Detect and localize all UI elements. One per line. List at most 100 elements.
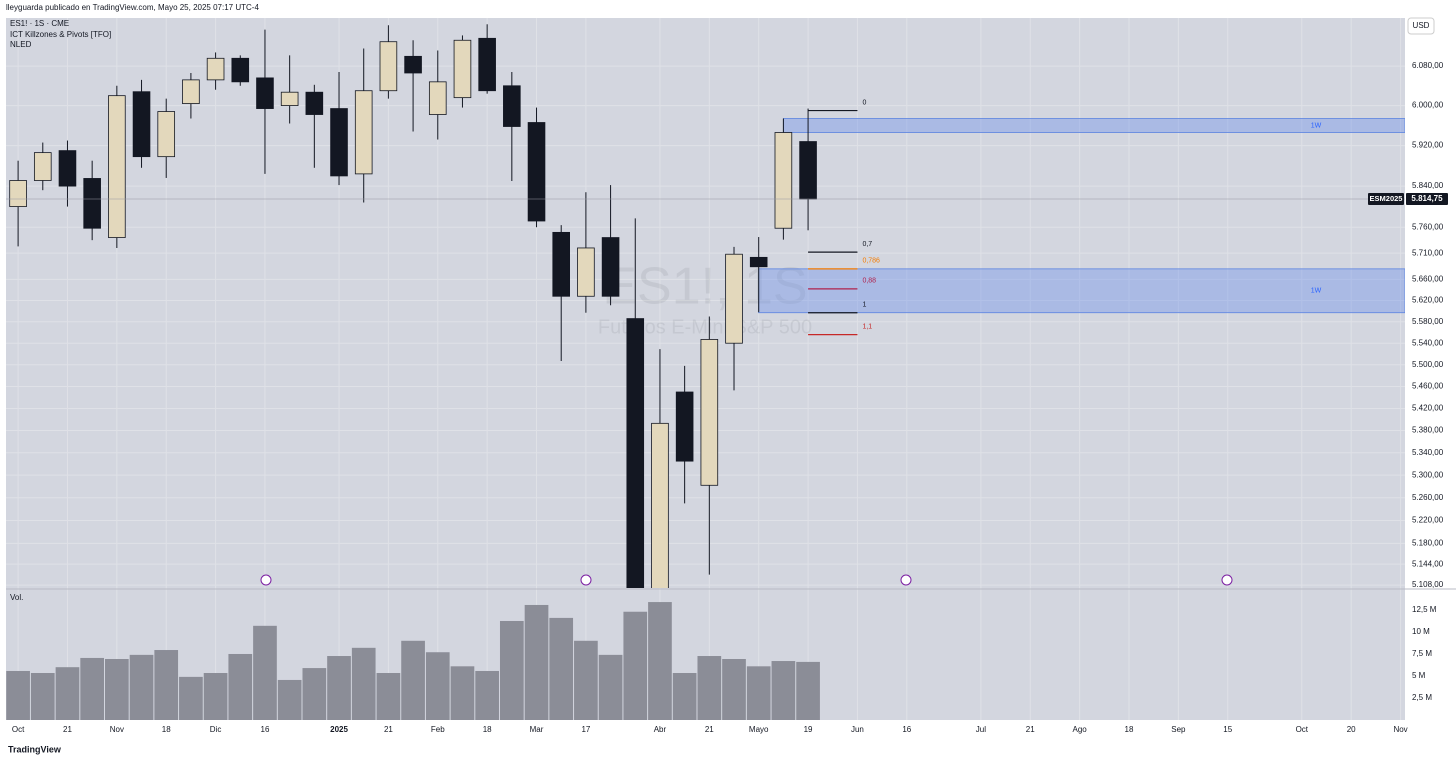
candle-body xyxy=(453,39,472,99)
candle-body xyxy=(132,91,151,158)
x-tick-label: 17 xyxy=(581,725,590,734)
candle-body xyxy=(626,318,645,588)
zone-label: 1W xyxy=(1311,122,1322,129)
x-tick-label: Abr xyxy=(654,725,667,734)
x-tick-label: Nov xyxy=(110,725,124,734)
event-icon[interactable] xyxy=(900,574,912,586)
event-icon[interactable] xyxy=(580,574,592,586)
y-tick-label: 5.760,00 xyxy=(1412,222,1444,231)
volume-bar xyxy=(129,654,154,720)
volume-bar xyxy=(253,625,277,720)
y-tick-label: 5.620,00 xyxy=(1412,296,1444,305)
volume-bar xyxy=(30,672,55,720)
volume-bar xyxy=(80,657,105,720)
x-tick-label: 18 xyxy=(1125,725,1134,734)
candle-body xyxy=(503,85,521,127)
volume-bar xyxy=(179,676,203,720)
candle-body xyxy=(108,95,126,238)
candle-body xyxy=(601,237,620,297)
publisher-note: lleyguarda publicado en TradingView.com,… xyxy=(6,3,259,12)
x-tick-label: 15 xyxy=(1223,725,1232,734)
event-icon[interactable] xyxy=(260,574,272,586)
watermark: ES1!, 1S xyxy=(602,258,807,316)
fib-label: 1 xyxy=(862,302,866,309)
volume-bar xyxy=(203,672,228,720)
y-tick-label: 5.660,00 xyxy=(1412,274,1444,283)
candle-body xyxy=(799,141,817,200)
currency-button[interactable] xyxy=(1407,17,1435,35)
zones xyxy=(758,118,1405,314)
legend-title: ES1! · 1S · CME xyxy=(10,19,69,28)
indicator: NLED xyxy=(10,40,32,49)
y-tick-label: 6.080,00 xyxy=(1412,61,1444,70)
volume-tick-label: 5 M xyxy=(1412,671,1426,680)
x-tick-label: 21 xyxy=(384,725,393,734)
candle-body xyxy=(675,391,694,462)
volume-bar xyxy=(598,654,623,720)
volume-bar xyxy=(796,661,820,720)
fib-label: 0,786 xyxy=(862,258,880,265)
symbol-tag xyxy=(1368,193,1404,206)
volume-bar xyxy=(475,670,499,720)
fib-label: 0,88 xyxy=(862,278,876,285)
indicator: ICT Killzones & Pivots [TFO] xyxy=(10,30,111,39)
candle-body xyxy=(725,253,743,344)
y-tick-label: 5.300,00 xyxy=(1412,470,1444,479)
y-tick-label: 5.540,00 xyxy=(1412,338,1444,347)
y-tick-label: 5.460,00 xyxy=(1412,382,1444,391)
candle-body xyxy=(305,91,324,115)
candle-body xyxy=(330,108,348,177)
y-tick-label: 5.580,00 xyxy=(1412,317,1444,326)
zone xyxy=(758,268,1405,314)
fib-label: 1,1 xyxy=(862,323,872,330)
candle-body xyxy=(354,90,373,175)
x-tick-label: 21 xyxy=(63,725,72,734)
volume-bar xyxy=(574,640,598,720)
x-tick-label: 16 xyxy=(261,725,270,734)
candle-body xyxy=(379,41,398,92)
event-icons xyxy=(260,574,1233,586)
volume-bar xyxy=(499,620,524,720)
volume-bar xyxy=(154,650,179,720)
volume-bar xyxy=(302,668,327,720)
x-tick-label: Jul xyxy=(976,725,986,734)
y-tick-label: 5.840,00 xyxy=(1412,181,1444,190)
volume-bar xyxy=(327,656,351,720)
x-tick-label: 16 xyxy=(902,725,911,734)
volume-bar xyxy=(401,640,425,720)
y-tick-label: 5.420,00 xyxy=(1412,404,1444,413)
candle-body xyxy=(280,91,299,106)
volume-bar xyxy=(771,661,796,720)
volume-bar xyxy=(55,667,80,720)
volume-bar xyxy=(549,617,574,720)
volume-bar xyxy=(277,679,302,720)
x-tick-label: 18 xyxy=(483,725,492,734)
x-tick-label: Oct xyxy=(1296,725,1309,734)
x-tick-label: 21 xyxy=(705,725,714,734)
candle-body xyxy=(428,81,447,115)
volume-bar xyxy=(672,672,697,720)
watermark-subtitle: Futuros E-Mini S&P 500 xyxy=(598,316,812,338)
event-icon[interactable] xyxy=(1221,574,1233,586)
candle-body xyxy=(527,122,546,222)
y-tick-label: 5.260,00 xyxy=(1412,493,1444,502)
volume-tick-label: 2,5 M xyxy=(1412,693,1432,702)
y-tick-label: 5.144,00 xyxy=(1412,559,1444,568)
candle-body xyxy=(749,256,768,268)
volume-bar xyxy=(623,611,648,720)
candle-body xyxy=(700,339,719,486)
candle-body xyxy=(478,37,496,92)
y-tick-label: 5.180,00 xyxy=(1412,538,1444,547)
candle-body xyxy=(83,178,101,229)
candles xyxy=(9,24,817,588)
zone-label: 1W xyxy=(1311,288,1322,295)
candle-body xyxy=(9,180,27,207)
x-tick-label: Ago xyxy=(1073,725,1088,734)
candle-body xyxy=(256,77,274,109)
volume-bar xyxy=(351,647,376,720)
currency[interactable]: USD xyxy=(1413,21,1430,30)
candle-body xyxy=(33,152,52,181)
last-price-label: 5.814,75 xyxy=(1411,194,1443,203)
y-tick-label: 5.920,00 xyxy=(1412,141,1444,150)
